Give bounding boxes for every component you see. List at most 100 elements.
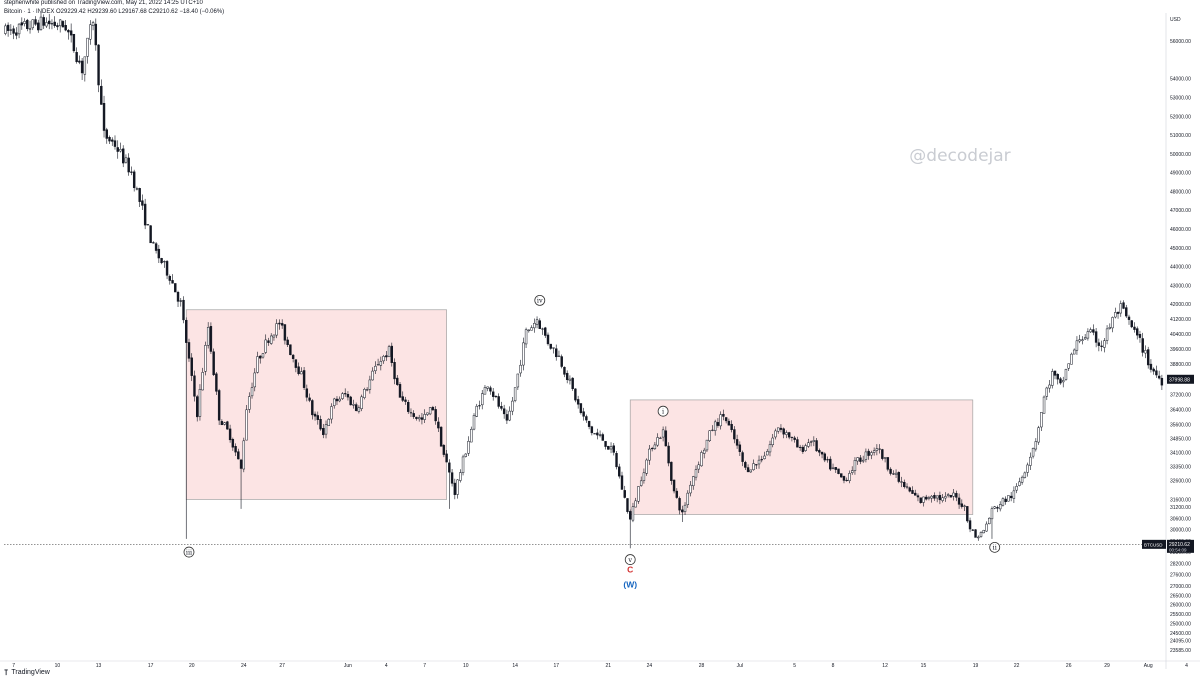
- candle-body: [9, 29, 13, 31]
- price-tick-label: 25500.00: [1170, 612, 1191, 618]
- candle-body: [533, 323, 536, 329]
- candle-body: [977, 536, 980, 539]
- price-tick-label: 32600.00: [1170, 479, 1191, 485]
- candle-body: [719, 414, 722, 427]
- candle-body: [903, 481, 906, 487]
- candle-body: [957, 497, 961, 505]
- candle-body: [20, 22, 24, 26]
- time-tick-label: 12: [882, 663, 888, 669]
- candle-body: [730, 423, 733, 430]
- candle-body: [798, 446, 802, 449]
- watermark-text: @decodejar: [909, 146, 1010, 166]
- candle-body: [1108, 327, 1112, 329]
- candle-body: [152, 242, 155, 244]
- price-tick-label: 23585.00: [1170, 648, 1191, 654]
- candle-body: [694, 469, 698, 478]
- candle-body: [398, 384, 402, 398]
- candle-body: [924, 496, 928, 500]
- footer-brand: TradingView: [11, 669, 50, 676]
- candle-body: [135, 188, 139, 190]
- candle-body: [291, 354, 295, 359]
- candle-body: [519, 364, 522, 374]
- candle-body: [996, 507, 999, 509]
- candle-body: [974, 529, 977, 538]
- candle-body: [217, 390, 221, 421]
- time-tick-label: 4: [385, 663, 388, 669]
- candle-body: [472, 415, 476, 430]
- candle-body: [116, 147, 119, 152]
- price-tick-label: 43000.00: [1170, 283, 1191, 289]
- candle-body: [176, 291, 180, 302]
- candle-body: [842, 476, 846, 481]
- time-tick-label: 10: [463, 663, 469, 669]
- candle-body: [143, 203, 147, 226]
- currency-label: USD: [1170, 17, 1181, 23]
- candle-body: [837, 468, 840, 474]
- candle-body: [538, 320, 541, 329]
- candle-body: [840, 473, 843, 478]
- candle-body: [812, 440, 816, 442]
- candle-body: [453, 482, 457, 495]
- candle-body: [119, 149, 122, 152]
- candle-body: [357, 407, 361, 412]
- candle-body: [48, 20, 51, 25]
- candle-body: [431, 407, 435, 411]
- candle-body: [67, 29, 70, 33]
- candle-body: [467, 440, 470, 454]
- candle-body: [722, 413, 725, 417]
- candle-body: [393, 362, 396, 380]
- candle-body: [275, 323, 278, 336]
- candle-body: [64, 24, 67, 31]
- candle-body: [470, 428, 473, 443]
- candle-body: [483, 387, 487, 395]
- wave-label-text: ii: [993, 544, 997, 552]
- price-tick-label: 36400.00: [1170, 407, 1191, 413]
- candle-body: [998, 504, 1002, 510]
- candle-body: [601, 434, 605, 441]
- candle-body: [91, 22, 95, 26]
- candle-body: [193, 375, 196, 397]
- candle-body: [683, 504, 687, 512]
- candle-body: [1001, 498, 1005, 506]
- candle-body: [1116, 312, 1120, 314]
- candle-body: [141, 200, 144, 206]
- candle-body: [618, 466, 621, 477]
- price-tick-label: 40400.00: [1170, 332, 1191, 338]
- time-tick-label: 15: [921, 663, 927, 669]
- candle-body: [294, 359, 298, 368]
- candle-body: [916, 495, 920, 498]
- candle-body: [593, 433, 596, 435]
- candle-body: [1083, 337, 1087, 340]
- candle-body: [491, 391, 495, 397]
- candle-body: [889, 468, 892, 474]
- candle-body: [1122, 302, 1125, 309]
- candle-body: [941, 497, 944, 501]
- candle-body: [228, 428, 232, 441]
- candle-body: [330, 406, 333, 420]
- candle-body: [648, 448, 651, 461]
- price-tick-label: 31200.00: [1170, 505, 1191, 511]
- tradingview-logo-icon: ⊺: [4, 668, 9, 677]
- candle-body: [237, 451, 240, 460]
- candle-body: [198, 389, 202, 417]
- candle-body: [667, 445, 670, 464]
- candle-body: [360, 396, 363, 409]
- time-tick-label: 24: [241, 663, 247, 669]
- candle-body: [58, 19, 62, 27]
- candle-body: [1144, 350, 1147, 354]
- candle-body: [28, 28, 32, 30]
- candle-body: [327, 418, 330, 426]
- candle-body: [620, 475, 624, 490]
- candle-body: [905, 486, 909, 488]
- candle-body: [132, 171, 136, 188]
- candle-body: [845, 479, 848, 482]
- candle-body: [130, 171, 133, 173]
- candle-body: [86, 37, 89, 57]
- time-axis[interactable]: 7 10 13 17 20 24 27 Jun 4 7 10 14 17 21 24 28 Jul 5 8 12 15 1…: [0, 660, 1200, 669]
- range-boxes: [185, 309, 974, 515]
- candle-body: [829, 458, 832, 470]
- candle-body: [157, 248, 161, 259]
- candle-body: [404, 399, 407, 402]
